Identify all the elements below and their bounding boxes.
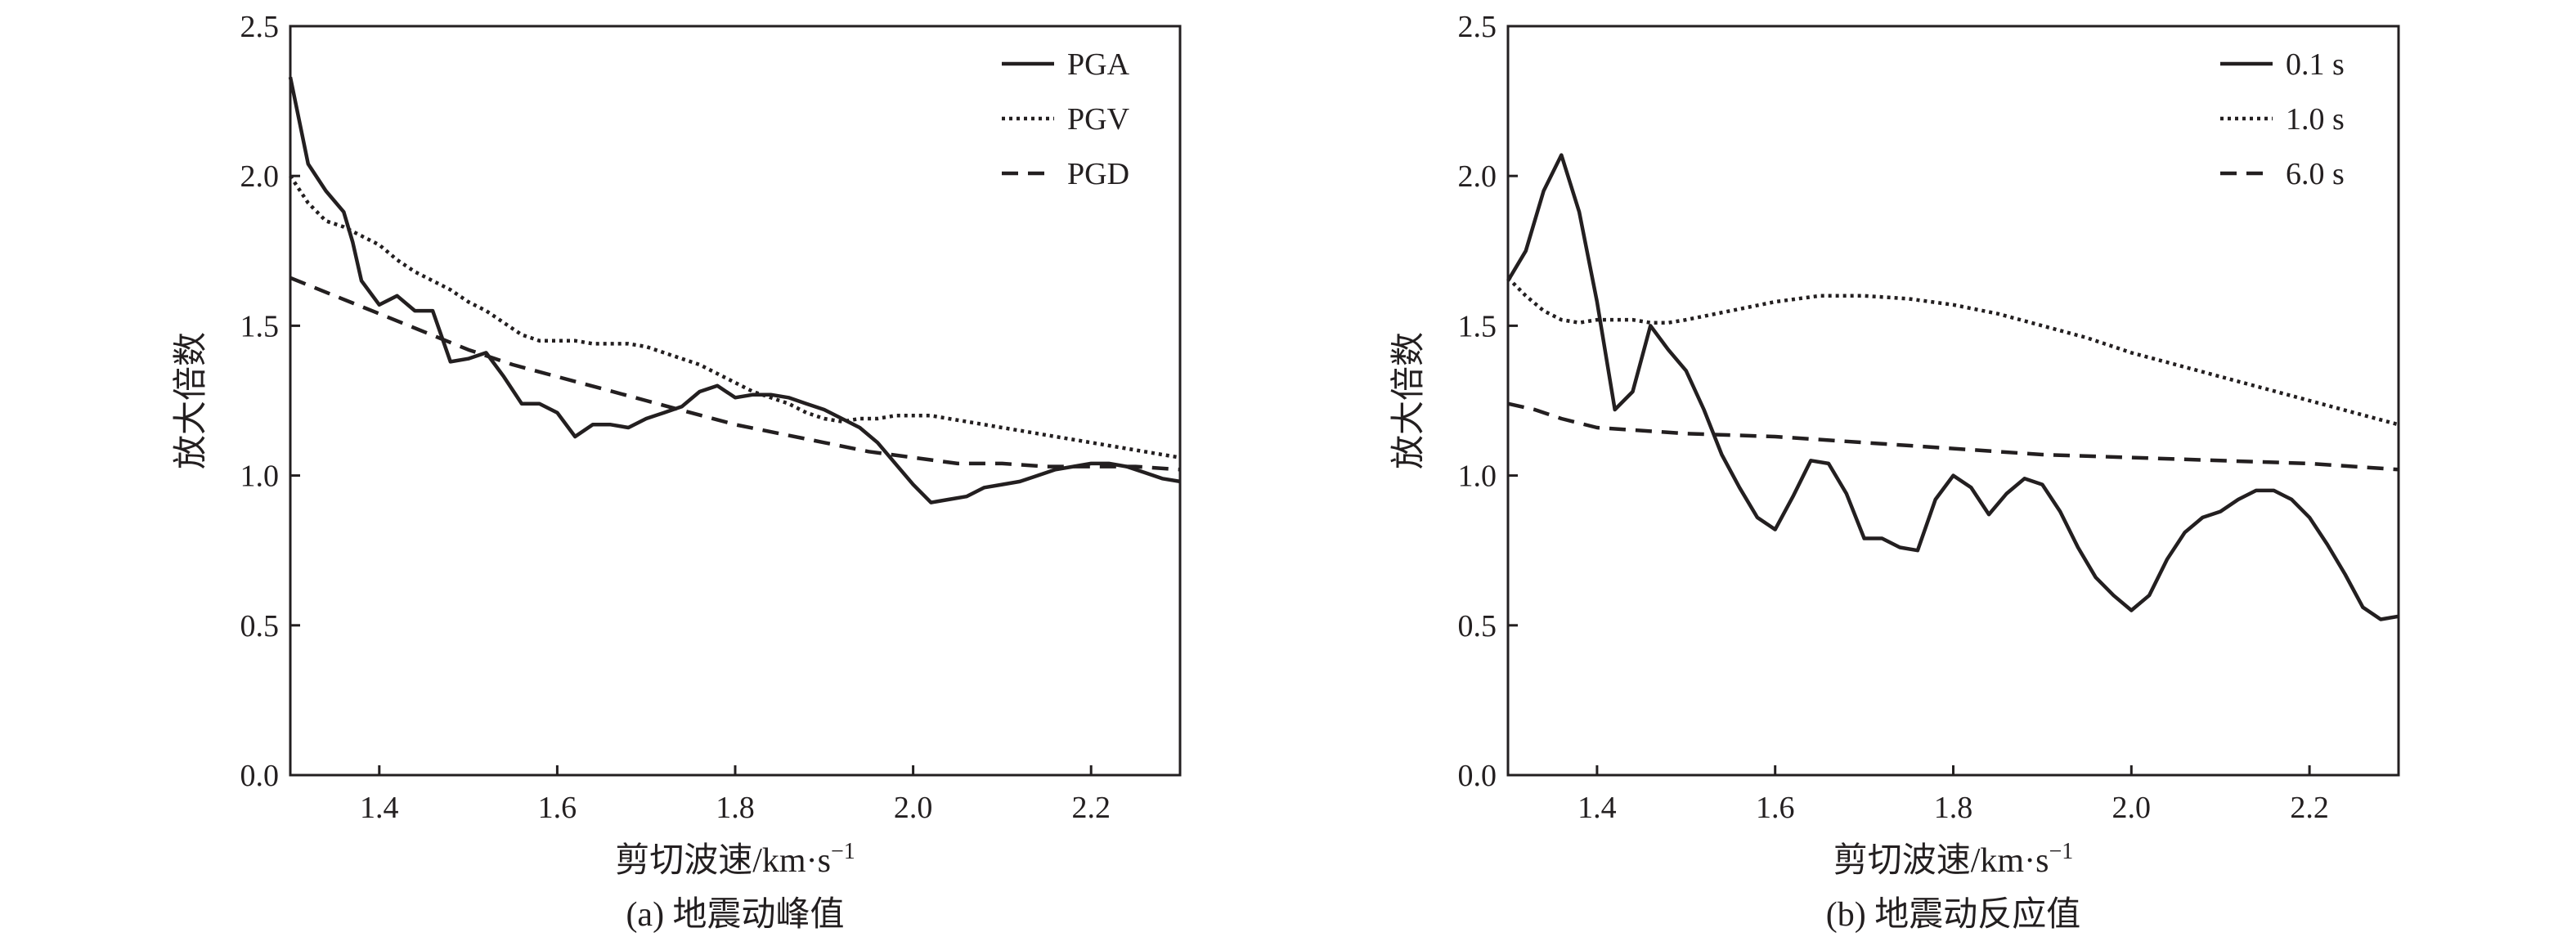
- y-tick-label: 0.5: [1458, 609, 1497, 643]
- x-axis-label-unit-exponent: −1: [2049, 839, 2073, 864]
- legend-label: PGD: [1067, 157, 1129, 191]
- chart-panel-b: 0.0 0.5 1.0 1.5 2.0 2.5 1.4 1.6 1.8 2.0 2.2 0.1 s 1.…: [1389, 10, 2400, 934]
- x-axis-label-unit-exponent: −1: [831, 839, 855, 864]
- x-tick-label: 1.8: [1934, 791, 1973, 825]
- plot-frame: [289, 25, 1182, 777]
- legend-label: PGV: [1067, 102, 1130, 137]
- legend-label: 0.1 s: [2286, 47, 2345, 82]
- x-tick-label: 2.0: [894, 791, 933, 825]
- x-tick-label: 2.2: [1071, 791, 1111, 825]
- series-line-pgd: [289, 276, 1181, 472]
- series-line-pga: [288, 76, 1181, 504]
- x-tick-label: 1.6: [1756, 791, 1795, 825]
- y-axis-label: 放大倍数: [1389, 332, 1428, 469]
- y-tick-label: 1.0: [1458, 460, 1497, 494]
- x-tick-label: 1.4: [360, 791, 399, 825]
- panel-caption: (b) 地震动反应值: [1826, 895, 2080, 934]
- x-tick-label: 1.8: [716, 791, 755, 825]
- y-tick-label: 2.0: [1458, 159, 1497, 194]
- legend: PGA PGV PGD: [1002, 47, 1130, 191]
- x-tick-label: 2.2: [2290, 791, 2329, 825]
- series-line-pgv: [289, 174, 1181, 460]
- y-tick-label: 1.5: [1458, 309, 1497, 343]
- x-axis-label: 剪切波速/km·s−1: [1833, 839, 2073, 880]
- x-axis-label-text: 剪切波速/km·s: [1833, 842, 2049, 880]
- legend-label: 1.0 s: [2286, 102, 2345, 137]
- legend: 0.1 s 1.0 s 6.0 s: [2220, 47, 2345, 191]
- x-tick-label: 2.0: [2112, 791, 2152, 825]
- x-axis-label: 剪切波速/km·s−1: [615, 839, 855, 880]
- chart-panel-a: 0.00.51.01.52.02.51.4 1.6 1.8 2.0 2.2PGAPGVP…: [172, 10, 1182, 934]
- y-tick-label: 0.5: [240, 609, 280, 643]
- y-tick-label: 2.5: [1458, 10, 1497, 44]
- panel-caption: (a) 地震动峰值: [626, 896, 844, 934]
- series-line-6-0-s: [1507, 401, 2399, 472]
- x-tick-label: 1.4: [1577, 791, 1617, 825]
- y-tick-label: 2.5: [240, 10, 280, 44]
- legend-label: PGA: [1067, 47, 1130, 82]
- series-line-1-0-s: [1506, 276, 2399, 427]
- y-tick-label: 2.0: [240, 159, 280, 194]
- legend-label: 6.0 s: [2286, 157, 2345, 191]
- series-line-0-1-s: [1506, 153, 2399, 621]
- y-tick-label: 0.0: [1458, 759, 1497, 793]
- x-tick-label: 1.6: [538, 791, 577, 825]
- y-tick-label: 0.0: [240, 759, 280, 793]
- y-tick-label: 1.0: [240, 460, 280, 494]
- plot-frame: [1506, 25, 2400, 777]
- y-tick-label: 1.5: [240, 309, 280, 343]
- y-axis-label: 放大倍数: [172, 332, 210, 469]
- x-axis-label-text: 剪切波速/km·s: [615, 842, 831, 880]
